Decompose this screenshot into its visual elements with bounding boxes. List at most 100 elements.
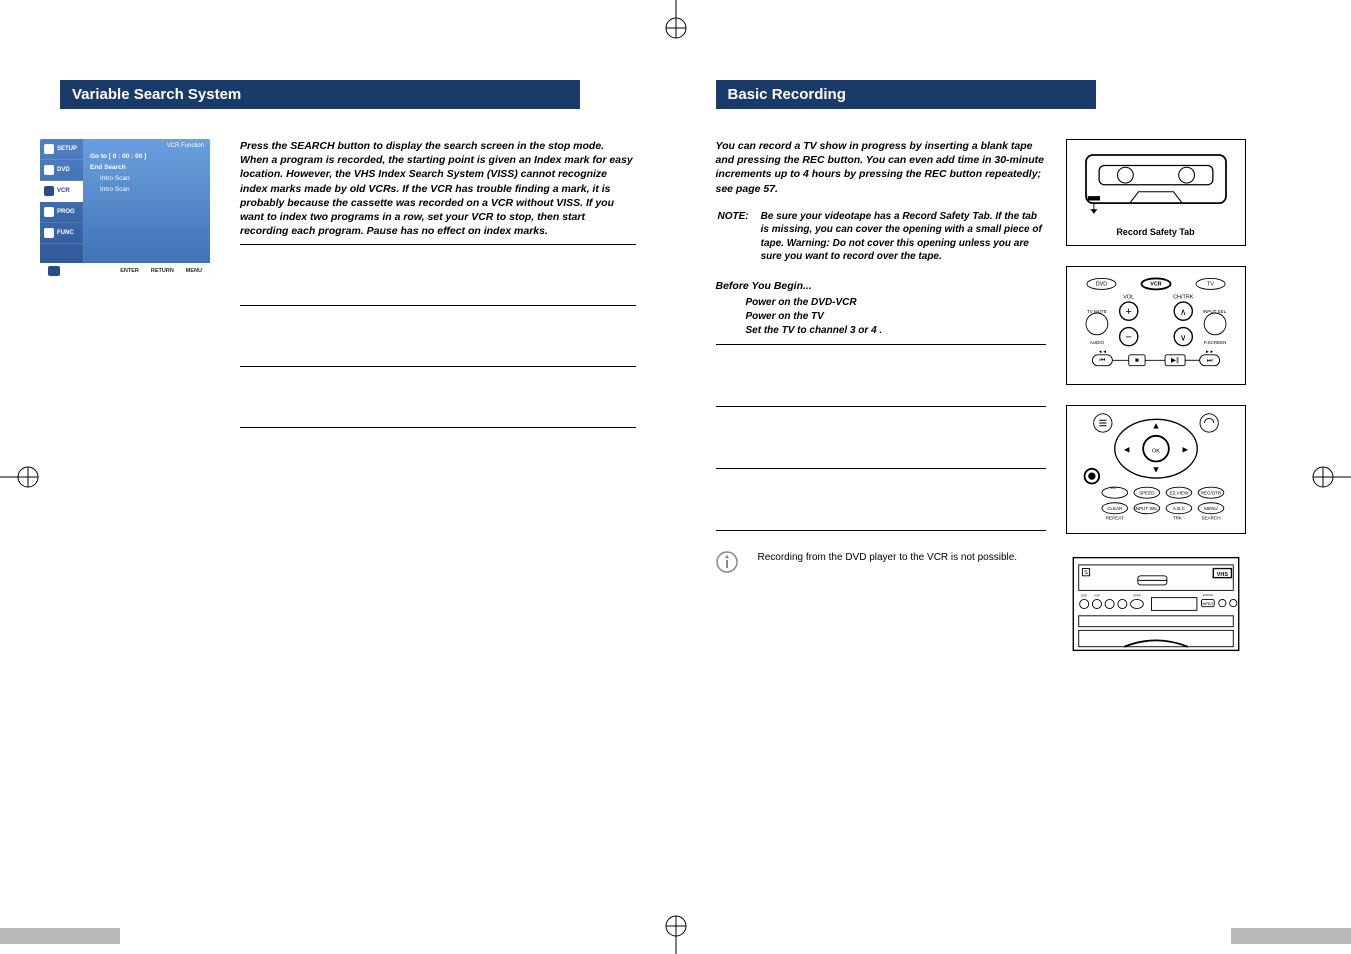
osd-line: End Search: [90, 162, 204, 173]
rule: [716, 530, 1046, 531]
info-icon: [716, 551, 738, 573]
figure-remote-mid: OK ▲ ▼ ◄ ► 100 + SPEED: [1066, 405, 1246, 534]
svg-text:OK: OK: [1152, 448, 1160, 454]
info-row: Recording from the DVD player to the VCR…: [716, 551, 1046, 578]
osd-footer-return: RETURN: [151, 268, 174, 274]
svg-text:▼: ▼: [1151, 465, 1160, 475]
osd-side-dvd: DVD: [40, 160, 83, 181]
info-text: Recording from the DVD player to the VCR…: [758, 551, 1018, 565]
svg-text:CLEAR: CLEAR: [1107, 506, 1123, 511]
svg-text:DVD: DVD: [1095, 282, 1107, 288]
rule: [240, 366, 636, 367]
osd-side-label: SETUP: [57, 146, 77, 152]
svg-text:DVD: DVD: [1081, 594, 1087, 598]
left-intro: Press the SEARCH button to display the s…: [240, 139, 636, 238]
svg-text:◄: ◄: [1122, 444, 1131, 454]
right-intro: You can record a TV show in progress by …: [716, 139, 1046, 196]
rule: [240, 305, 636, 306]
note-block: NOTE: Be sure your videotape has a Recor…: [716, 208, 1046, 266]
right-page: Basic Recording You can record a TV show…: [676, 0, 1351, 954]
svg-text:EZ VIEW: EZ VIEW: [1169, 491, 1189, 496]
crop-mark-top: [646, 0, 706, 40]
crop-mark-left: [0, 447, 40, 507]
svg-text:◄◄: ◄◄: [1097, 349, 1106, 354]
svg-text:−: −: [1125, 331, 1131, 343]
right-section-title: Basic Recording: [716, 80, 1096, 109]
remote-top-icon: DVD VCR TV VOL CH/TRK + ∧ − ∨ TV MUTE IN…: [1073, 273, 1239, 373]
svg-text:OPEN: OPEN: [1133, 594, 1141, 598]
svg-text:TV MUTE: TV MUTE: [1086, 309, 1106, 314]
left-section-title: Variable Search System: [60, 80, 580, 109]
left-page: Variable Search System SETUP DVD VCR PRO…: [0, 0, 676, 954]
osd-line: Intro Scan: [90, 184, 204, 195]
before-item: Set the TV to channel 3 or 4 .: [746, 324, 1046, 338]
figure-remote-top: DVD VCR TV VOL CH/TRK + ∧ − ∨ TV MUTE IN…: [1066, 266, 1246, 385]
svg-text:REPEAT: REPEAT: [1105, 515, 1123, 520]
svg-text:MPEG: MPEG: [1202, 602, 1213, 606]
note-label: NOTE:: [718, 211, 749, 222]
crop-mark-right: [1311, 447, 1351, 507]
before-you-begin-label: Before You Begin...: [716, 280, 1046, 292]
osd-line: Intro Scan: [90, 173, 204, 184]
osd-main: VCR Function Go to [ 0 : 00 : 00 ] End S…: [84, 139, 210, 263]
svg-text:SEARCH: SEARCH: [1201, 515, 1220, 520]
svg-text:∧: ∧: [1179, 307, 1186, 317]
osd-footer-menu: MENU: [186, 268, 202, 274]
svg-text:VOL: VOL: [1123, 294, 1134, 300]
osd-sidebar: SETUP DVD VCR PROG FUNC: [40, 139, 84, 263]
svg-text:►►: ►►: [1205, 349, 1214, 354]
osd-side-label: FUNC: [57, 230, 74, 236]
osd-footer-enter: ENTER: [120, 268, 139, 274]
svg-text:▶∥: ▶∥: [1171, 357, 1179, 364]
osd-side-setup: SETUP: [40, 139, 83, 160]
osd-line: Go to [ 0 : 00 : 00 ]: [90, 151, 204, 162]
svg-text:P.SCAN: P.SCAN: [1202, 593, 1212, 597]
svg-text:CH/TRK: CH/TRK: [1173, 294, 1194, 300]
svg-text:+: +: [1125, 306, 1131, 318]
figure-cassette: Record Safety Tab: [1066, 139, 1246, 246]
before-list: Power on the DVD-VCR Power on the TV Set…: [746, 296, 1046, 338]
figure-device-front: S VHS DVD VCR OPEN: [1066, 554, 1246, 659]
svg-text:∨: ∨: [1179, 332, 1186, 342]
osd-side-label: VCR: [57, 188, 70, 194]
svg-text:100 +: 100 +: [1110, 486, 1119, 490]
svg-text:VHS: VHS: [1216, 572, 1228, 578]
svg-text:⏭: ⏭: [1206, 357, 1212, 364]
svg-text:SPEED: SPEED: [1139, 491, 1155, 496]
svg-text:P.SCREEN: P.SCREEN: [1203, 340, 1226, 345]
svg-text:TV: TV: [1207, 282, 1214, 288]
rule: [240, 244, 636, 245]
camera-icon: [48, 266, 60, 276]
svg-text:⏮: ⏮: [1099, 357, 1105, 364]
svg-text:REC/OTR: REC/OTR: [1200, 491, 1221, 496]
svg-text:S: S: [1084, 570, 1088, 576]
osd-side-prog: PROG: [40, 202, 83, 223]
cassette-icon: [1075, 148, 1237, 218]
svg-text:INPUT SEL.: INPUT SEL.: [1134, 506, 1159, 511]
svg-text:INPUT SEL.: INPUT SEL.: [1202, 309, 1227, 314]
page-edge-gray: [1231, 928, 1351, 944]
svg-text:TRK -: TRK -: [1172, 515, 1184, 520]
device-front-icon: S VHS DVD VCR OPEN: [1066, 554, 1246, 654]
rule: [240, 427, 636, 428]
before-item: Power on the DVD-VCR: [746, 296, 1046, 310]
crop-mark-bottom: [646, 914, 706, 954]
osd-header: VCR Function: [90, 143, 204, 151]
osd-footer: ENTER RETURN MENU: [40, 263, 210, 279]
remote-mid-icon: OK ▲ ▼ ◄ ► 100 + SPEED: [1073, 412, 1239, 522]
svg-text:■: ■: [1134, 357, 1138, 364]
page-edge-gray: [0, 928, 120, 944]
osd-side-func: FUNC: [40, 223, 83, 244]
svg-text:►: ►: [1180, 444, 1189, 454]
osd-side-label: PROG: [57, 209, 75, 215]
svg-text:A.B.C: A.B.C: [1172, 506, 1185, 511]
svg-text:VCR: VCR: [1094, 594, 1100, 598]
svg-text:MENU: MENU: [1204, 506, 1217, 511]
svg-text:AUDIO: AUDIO: [1089, 340, 1104, 345]
before-item: Power on the TV: [746, 310, 1046, 324]
osd-screen: SETUP DVD VCR PROG FUNC VCR Function Go …: [40, 139, 210, 279]
cassette-caption: Record Safety Tab: [1075, 227, 1237, 237]
note-body: Be sure your videotape has a Record Safe…: [761, 211, 1042, 263]
osd-side-vcr: VCR: [40, 181, 83, 202]
osd-side-label: DVD: [57, 167, 70, 173]
